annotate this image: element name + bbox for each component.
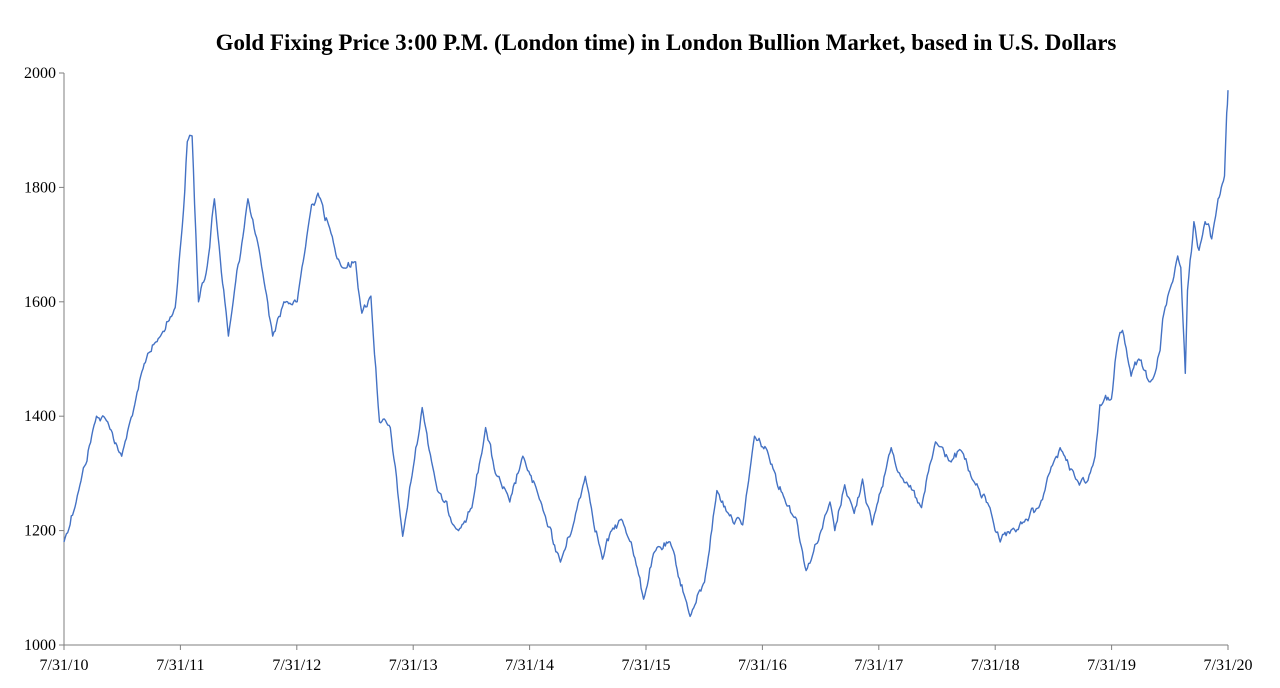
gold-price-line: [63, 90, 1229, 618]
x-tick-label: 7/31/10: [40, 657, 89, 674]
y-tick-label: 1600: [24, 294, 56, 311]
x-tick-label: 7/31/15: [622, 657, 671, 674]
y-tick-label: 2000: [24, 65, 56, 82]
x-tick-label: 7/31/12: [272, 657, 321, 674]
x-tick-label: 7/31/17: [854, 657, 903, 674]
y-tick-label: 1400: [24, 408, 56, 425]
x-tick-label: 7/31/18: [971, 657, 1020, 674]
x-tick-label: 7/31/13: [389, 657, 438, 674]
x-tick-label: 7/31/20: [1204, 657, 1253, 674]
series-group: [63, 90, 1229, 618]
chart-title: Gold Fixing Price 3:00 P.M. (London time…: [215, 30, 1117, 55]
axes: [59, 72, 1229, 650]
x-tick-label: 7/31/16: [738, 657, 787, 674]
x-tick-label: 7/31/19: [1087, 657, 1136, 674]
x-tick-label: 7/31/11: [156, 657, 204, 674]
tick-labels: 1000 1200 1400 1600 1800 2000 7/31/10 7/31/11 7/…: [24, 65, 1252, 674]
y-tick-label: 1800: [24, 179, 56, 196]
y-tick-label: 1200: [24, 523, 56, 540]
y-tick-label: 1000: [24, 637, 56, 654]
x-tick-label: 7/31/14: [505, 657, 554, 674]
